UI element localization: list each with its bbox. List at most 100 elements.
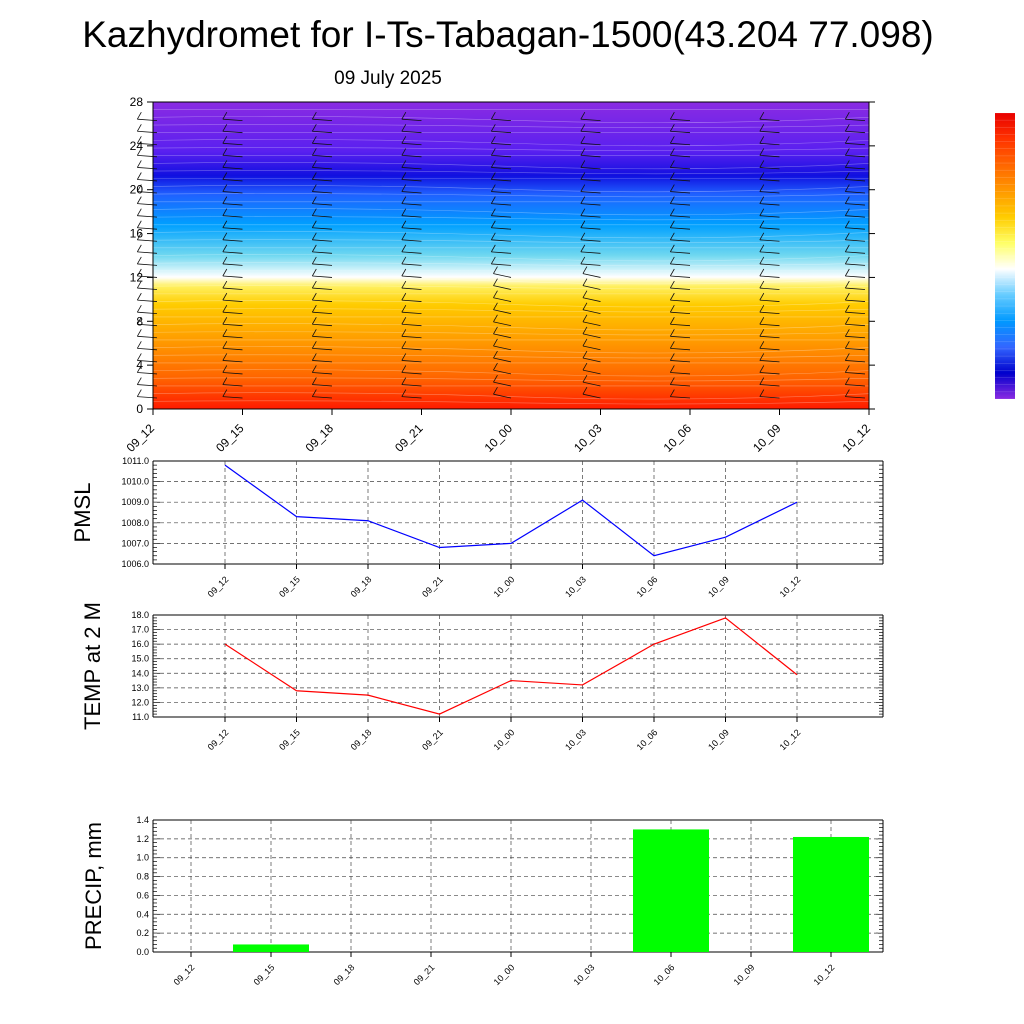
wind-barb	[582, 357, 601, 363]
precip-panel: 0.0 0.2 0.4 0.6 0.8 1.0 1.2 1.4 09_12 09_15 09_18 0…	[81, 815, 884, 987]
wind-barb	[670, 360, 691, 363]
wind-barb	[493, 333, 512, 339]
wind-barb	[137, 287, 158, 290]
wind-barb	[759, 172, 765, 180]
wind-barb	[136, 304, 142, 313]
bar	[793, 836, 869, 952]
wind-barb	[136, 148, 142, 156]
wind-barb	[312, 154, 333, 158]
y-tick-label: 0.6	[136, 890, 149, 900]
y-axis-label: PMSL	[70, 483, 95, 543]
wind-barb	[401, 196, 407, 204]
wind-barb	[759, 396, 780, 399]
wind-barb	[491, 251, 512, 254]
x-tick-label: 10_03	[563, 727, 588, 752]
wind-barb	[136, 317, 142, 325]
wind-barb	[137, 384, 158, 387]
wind-barb	[670, 323, 691, 327]
contour-line	[152, 185, 870, 193]
wind-barb	[844, 172, 850, 180]
wind-barb	[311, 341, 317, 349]
wind-barb	[222, 341, 228, 349]
y-tick-label: 11.0	[132, 712, 149, 722]
wind-barb	[401, 179, 422, 182]
wind-barb	[845, 335, 866, 339]
wind-barb	[401, 268, 407, 277]
y-tick-label: 1010.0	[121, 477, 149, 487]
wind-barb	[312, 203, 333, 206]
wind-barb	[759, 335, 780, 339]
wind-barb	[582, 369, 601, 375]
wind-barb	[759, 384, 780, 387]
heatmap-field	[153, 102, 869, 409]
wind-barb	[580, 136, 586, 144]
wind-barb	[759, 292, 765, 301]
wind-barb	[490, 124, 496, 132]
wind-barb	[222, 124, 228, 132]
wind-barb	[490, 220, 496, 228]
wind-barb	[311, 136, 317, 144]
wind-barb	[669, 136, 675, 144]
wind-barb	[311, 268, 317, 277]
wind-barb	[311, 208, 317, 216]
wind-barb	[493, 369, 512, 375]
wind-barb	[491, 179, 512, 182]
wind-barb	[222, 142, 243, 146]
wind-barb	[222, 347, 243, 351]
wind-barb	[312, 239, 333, 242]
wind-barb	[312, 251, 333, 254]
wind-barb	[670, 203, 691, 206]
wind-barb	[137, 360, 158, 363]
wind-barb	[759, 365, 765, 373]
wind-barb	[311, 280, 317, 289]
wind-barb	[759, 154, 780, 158]
wind-barb	[582, 350, 588, 359]
y-tick-label: 24	[130, 139, 144, 153]
wind-barb	[401, 184, 407, 192]
wind-barb	[136, 208, 142, 216]
wind-barb	[580, 203, 601, 206]
wind-barb	[669, 208, 675, 216]
wind-barb	[845, 287, 866, 290]
wind-barb	[137, 323, 158, 327]
wind-barb	[670, 179, 691, 182]
wind-barb	[670, 191, 691, 194]
wind-barb	[137, 396, 158, 399]
wind-barb	[844, 256, 850, 265]
wind-barb	[311, 112, 317, 120]
wind-barb	[491, 191, 512, 194]
bar	[233, 944, 309, 952]
wind-barb	[312, 360, 333, 363]
heatmap-panel: 0 4 8 12 16 20 24 28 09_12 09_15 09_18 09_21 10_00 10…	[124, 95, 875, 455]
wind-barb	[844, 304, 850, 313]
wind-barb	[844, 268, 850, 277]
wind-barb	[222, 292, 228, 301]
wind-barb	[580, 256, 586, 265]
wind-barb	[401, 239, 422, 242]
wind-barb	[493, 285, 512, 290]
wind-barb	[845, 251, 866, 254]
wind-barb	[670, 118, 691, 122]
x-tick-label: 10_09	[706, 574, 731, 599]
wind-barb	[222, 160, 228, 168]
wind-barb	[844, 292, 850, 301]
wind-barb	[844, 160, 850, 168]
wind-barb	[312, 263, 333, 266]
wind-barb	[311, 160, 317, 168]
wind-barb	[490, 184, 496, 192]
wind-barb	[759, 232, 765, 241]
x-tick-label: 10_09	[732, 962, 757, 987]
wind-barb	[670, 130, 691, 134]
wind-barb	[580, 160, 586, 168]
wind-barb	[759, 208, 765, 216]
x-tick-label: 09_18	[349, 574, 374, 599]
wind-barb	[401, 311, 422, 315]
wind-barb	[490, 196, 496, 204]
wind-barb	[493, 393, 512, 399]
y-tick-label: 8	[136, 314, 143, 328]
wind-barb	[136, 112, 142, 120]
wind-barb	[137, 118, 158, 122]
wind-barb	[580, 118, 601, 122]
x-tick-label: 09_15	[277, 574, 302, 599]
